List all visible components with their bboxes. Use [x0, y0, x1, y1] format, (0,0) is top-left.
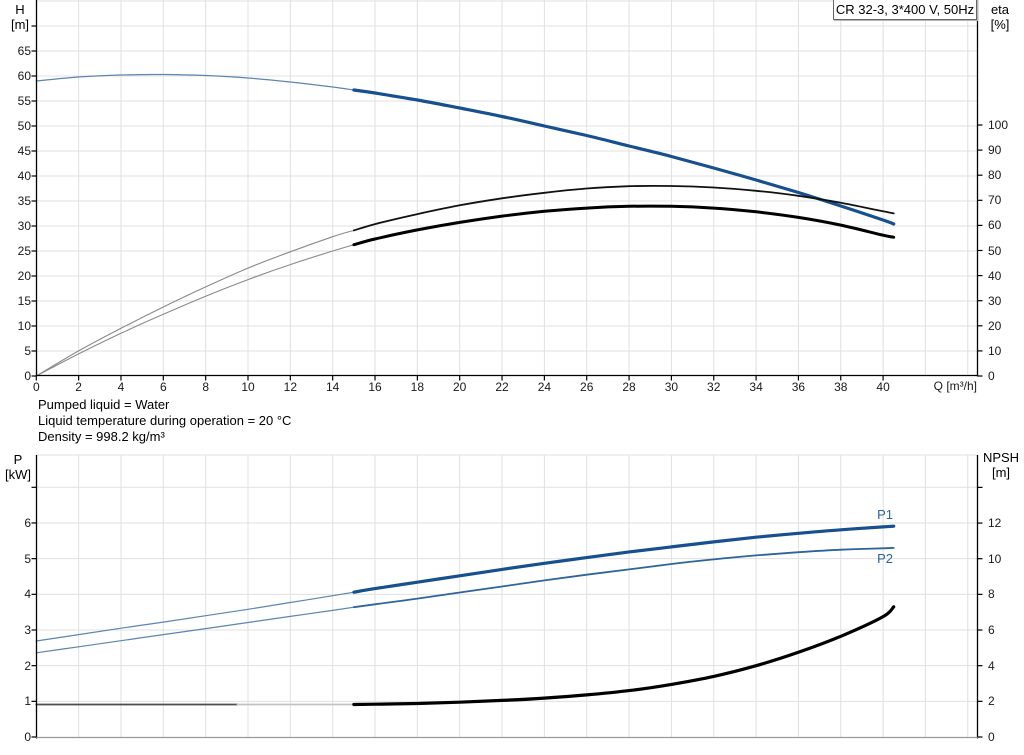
top-right-tick-label-40: 40 — [988, 268, 1002, 283]
top-curve-eta-pump-seg0 — [35, 229, 355, 377]
top-right-tick-label-0: 0 — [988, 369, 995, 383]
bottom-right-tick-label-2: 2 — [988, 694, 995, 709]
h-axis-title-line1: H — [15, 2, 25, 17]
top-right-tick-label-70: 70 — [988, 193, 1002, 208]
top-x-tick-label-32: 32 — [707, 380, 721, 394]
top-left-tick-label-25: 25 — [17, 244, 31, 258]
pump-model-title-box: CR 32-3, 3*400 V, 50Hz — [833, 0, 977, 20]
top-x-tick-label-20: 20 — [453, 380, 467, 394]
top-right-tick-label-100: 100 — [988, 118, 1009, 132]
info-liquid-temperature: Liquid temperature during operation = 20… — [38, 413, 292, 428]
top-x-tick-label-0: 0 — [32, 380, 40, 394]
top-left-tick-label-35: 35 — [17, 194, 31, 208]
top-left-tick-label-30: 30 — [17, 219, 31, 233]
bottom-right-tick-label-10: 10 — [988, 551, 1002, 566]
top-curve-H-seg1 — [352, 88, 896, 226]
top-right-tick-label-50: 50 — [988, 243, 1002, 258]
top-x-tick-label-36: 36 — [791, 380, 806, 394]
top-left-tick-label-60: 60 — [17, 69, 31, 83]
bottom-left-tick-label-6: 6 — [24, 515, 31, 530]
top-x-tick-label-38: 38 — [834, 380, 848, 394]
top-right-tick-label-90: 90 — [988, 143, 1002, 158]
top-x-tick-label-6: 6 — [159, 380, 167, 394]
top-left-tick-label-10: 10 — [17, 319, 31, 333]
top-x-tick-label-26: 26 — [580, 380, 594, 394]
top-curve-eta-pump-seg1 — [353, 184, 895, 232]
top-left-tick-label-45: 45 — [17, 144, 31, 158]
top-x-tick-label-22: 22 — [495, 380, 509, 394]
bottom-right-tick-label-8: 8 — [988, 587, 995, 602]
bottom-curve-NPSH-seg2 — [352, 605, 896, 707]
top-curve-eta-pump-motor-seg0 — [35, 244, 355, 377]
npsh-axis-title: NPSH [m] — [978, 450, 1024, 480]
top-left-tick-label-0: 0 — [24, 369, 31, 383]
eta-axis-title-line2: [%] — [990, 17, 1010, 32]
bottom-curve-P2-seg1 — [353, 547, 895, 609]
top-x-tick-label-8: 8 — [202, 380, 209, 394]
bottom-left-tick-label-3: 3 — [24, 622, 31, 637]
top-left-tick-label-15: 15 — [17, 294, 31, 308]
top-left-tick-label-55: 55 — [17, 94, 31, 108]
top-x-tick-label-16: 16 — [368, 380, 382, 394]
bottom-right-tick-label-4: 4 — [988, 658, 995, 673]
bottom-right-tick-label-6: 6 — [988, 623, 995, 638]
p-axis-title: P [kW] — [0, 452, 36, 482]
top-curve-eta-pump-motor-seg1 — [352, 204, 896, 247]
bottom-left-tick-label-1: 1 — [24, 694, 31, 709]
bottom-left-tick-label-0: 0 — [24, 730, 31, 744]
top-right-tick-label-60: 60 — [988, 218, 1002, 233]
eta-axis-title: eta [%] — [982, 2, 1018, 32]
npsh-axis-title-line2: [m] — [991, 465, 1011, 480]
bottom-curve-P1-seg1 — [352, 524, 896, 594]
bottom-right-tick-label-12: 12 — [988, 516, 1002, 531]
h-axis-title-line2: [m] — [10, 17, 30, 32]
top-left-tick-label-50: 50 — [17, 119, 31, 133]
eta-axis-title-line1: eta — [990, 2, 1010, 17]
npsh-axis-title-line1: NPSH — [982, 450, 1020, 465]
top-x-tick-label-28: 28 — [622, 380, 636, 394]
top-left-tick-label-40: 40 — [17, 169, 31, 183]
bottom-left-tick-label-4: 4 — [24, 587, 31, 602]
series-label-p1: P1 — [877, 507, 893, 522]
top-right-tick-label-80: 80 — [988, 168, 1002, 183]
top-left-tick-label-65: 65 — [17, 44, 31, 58]
info-pumped-liquid: Pumped liquid = Water — [38, 397, 170, 412]
top-curve-H-seg0 — [35, 73, 355, 91]
h-axis-title: H [m] — [4, 2, 36, 32]
top-right-tick-label-20: 20 — [988, 318, 1002, 333]
top-x-tick-label-14: 14 — [325, 380, 340, 394]
bottom-left-tick-label-5: 5 — [24, 551, 31, 566]
bottom-left-tick-label-2: 2 — [24, 658, 31, 673]
series-label-p2: P2 — [877, 551, 893, 566]
p-axis-title-line2: [kW] — [5, 467, 31, 482]
top-x-tick-label-10: 10 — [241, 380, 255, 394]
top-x-tick-label-24: 24 — [537, 380, 552, 394]
top-x-tick-label-40: 40 — [876, 380, 890, 394]
top-right-tick-label-10: 10 — [988, 343, 1002, 358]
top-right-tick-label-30: 30 — [988, 293, 1002, 308]
top-x-tick-label-18: 18 — [410, 380, 425, 394]
top-x-tick-label-4: 4 — [117, 380, 125, 394]
top-x-tick-label-12: 12 — [283, 380, 298, 394]
top-x-tick-label-30: 30 — [664, 380, 679, 394]
p-axis-title-line1: P — [13, 452, 23, 467]
liquid-info-block: Pumped liquid = Water Liquid temperature… — [38, 397, 291, 445]
top-left-tick-label-5: 5 — [24, 344, 31, 358]
top-x-tick-label-2: 2 — [75, 380, 82, 394]
bottom-curve-P1-seg0 — [35, 591, 355, 642]
top-left-tick-label-20: 20 — [17, 269, 31, 283]
bottom-right-tick-label-0: 0 — [988, 730, 995, 744]
q-axis-title: Q [m³/h] — [933, 379, 977, 393]
info-density: Density = 998.2 kg/m³ — [38, 429, 165, 444]
top-x-tick-label-34: 34 — [749, 380, 763, 394]
bottom-curve-P2-seg0 — [35, 606, 355, 654]
